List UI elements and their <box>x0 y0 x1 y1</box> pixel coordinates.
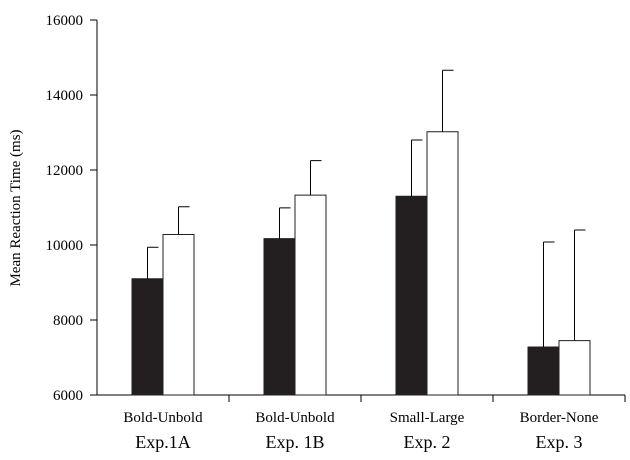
y-tick-label: 16000 <box>46 13 84 29</box>
bar-dark <box>395 195 428 396</box>
experiment-label: Exp. 1B <box>265 432 324 452</box>
y-tick-label: 10000 <box>46 238 84 254</box>
bar-light <box>426 131 459 396</box>
category-labels: Bold-Unbold Exp.1A Bold-Unbold Exp. 1B Small… <box>123 410 598 452</box>
experiment-label: Exp.1A <box>135 432 191 452</box>
bar-dark <box>263 238 296 396</box>
condition-label: Bold-Unbold <box>123 410 203 426</box>
y-tick-label: 8000 <box>53 313 83 329</box>
y-tick-label: 12000 <box>46 163 84 179</box>
experiment-label: Exp. 2 <box>404 432 451 452</box>
y-tick-label: 6000 <box>53 388 83 404</box>
x-axis <box>97 394 626 402</box>
y-axis: 6000 8000 10000 12000 14000 16000 <box>46 13 98 404</box>
bars <box>131 69 591 396</box>
bar-light <box>162 234 195 396</box>
condition-label: Bold-Unbold <box>255 410 335 426</box>
y-tick-label: 14000 <box>46 88 84 104</box>
condition-label: Small-Large <box>390 410 465 426</box>
condition-label: Border-None <box>520 410 599 426</box>
y-axis-title: Mean Reaction Time (ms) <box>8 129 24 286</box>
bar-light <box>558 340 591 396</box>
bar-dark <box>131 278 164 396</box>
bar-dark <box>527 346 560 396</box>
experiment-label: Exp. 3 <box>536 432 583 452</box>
bar-light <box>294 194 327 396</box>
